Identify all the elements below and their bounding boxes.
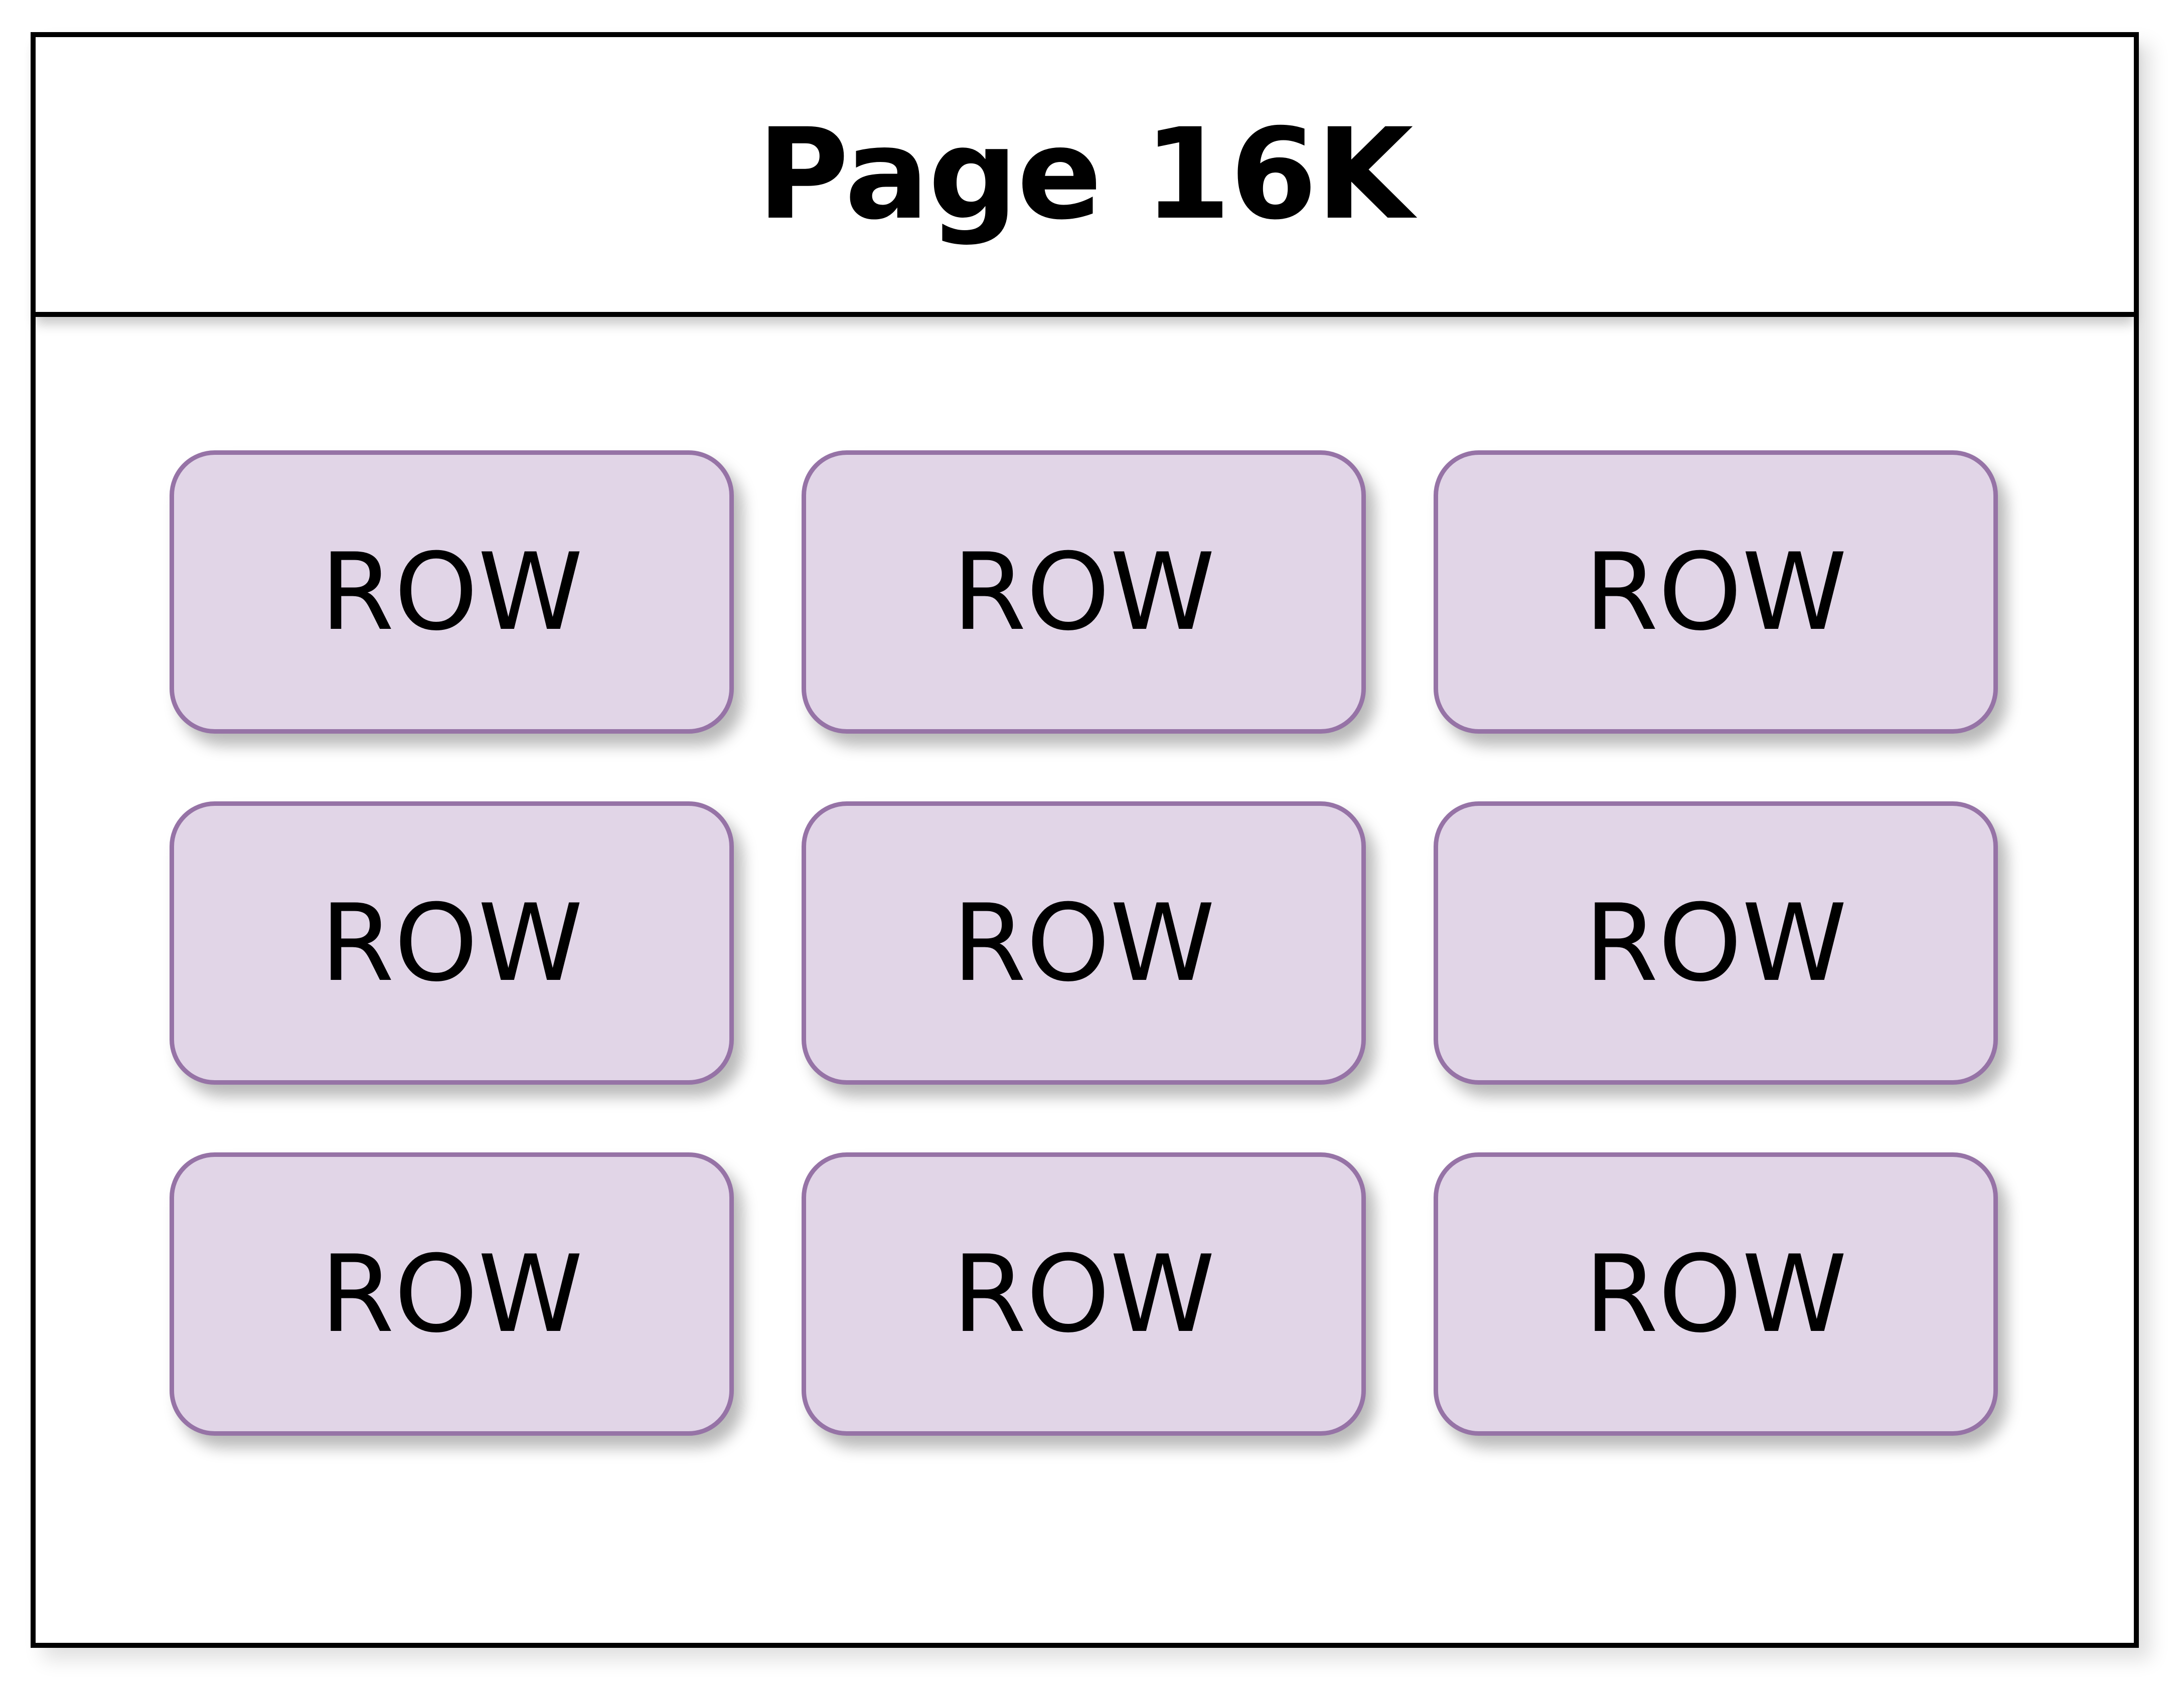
row-box: ROW <box>170 801 734 1085</box>
row-box: ROW <box>802 1152 1366 1436</box>
row-label: ROW <box>1584 530 1847 654</box>
row-label: ROW <box>952 530 1215 654</box>
row-box: ROW <box>1434 450 1998 734</box>
page-title: Page 16K <box>757 101 1413 247</box>
row-box: ROW <box>802 801 1366 1085</box>
row-label: ROW <box>320 881 583 1005</box>
row-box: ROW <box>1434 801 1998 1085</box>
row-label: ROW <box>320 530 583 654</box>
row-box: ROW <box>802 450 1366 734</box>
page-header: Page 16K <box>36 37 2134 317</box>
row-label: ROW <box>952 881 1215 1005</box>
row-box: ROW <box>170 450 734 734</box>
row-box: ROW <box>170 1152 734 1436</box>
row-label: ROW <box>1584 881 1847 1005</box>
row-box: ROW <box>1434 1152 1998 1436</box>
row-label: ROW <box>952 1232 1215 1356</box>
row-label: ROW <box>320 1232 583 1356</box>
row-label: ROW <box>1584 1232 1847 1356</box>
